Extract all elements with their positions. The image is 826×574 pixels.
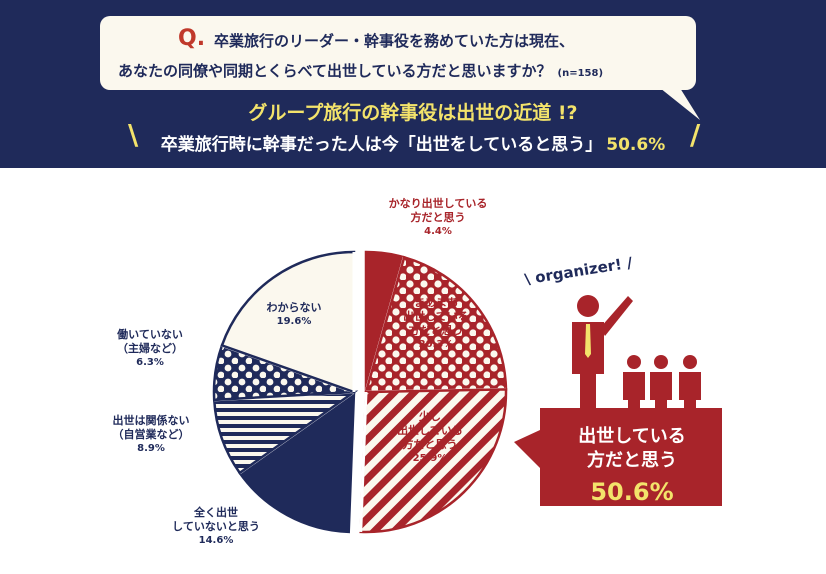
leader-figure-icon bbox=[572, 295, 633, 418]
label-kankeinai-line1: 出世は関係ない bbox=[112, 414, 190, 427]
label-kanari-value: 4.4% bbox=[424, 226, 452, 237]
callout-line2: 方だと思う bbox=[587, 450, 677, 471]
label-maamaa-line2: 出世している bbox=[403, 310, 469, 323]
pie-slice-7 bbox=[220, 250, 356, 394]
label-kanari: かなり出世している 方だと思う 4.4% bbox=[378, 197, 498, 239]
label-sukoshi: 少し 出世している 方だと思う 25.9% bbox=[382, 410, 478, 466]
slash-left: \ bbox=[128, 118, 139, 151]
label-sukoshi-line2: 出世している bbox=[397, 424, 463, 437]
label-kankeinai: 出世は関係ない （自営業など） 8.9% bbox=[96, 414, 206, 456]
bubble-tail bbox=[660, 88, 700, 120]
label-hataraite-line2: （主婦など） bbox=[117, 342, 183, 355]
subline: 卒業旅行時に幹事だった人は今「出世をしていると思う」 50.6% bbox=[0, 130, 826, 155]
label-sukoshi-value: 25.9% bbox=[412, 453, 448, 464]
pie-slice-3 bbox=[359, 388, 508, 534]
label-mattaku-value: 14.6% bbox=[198, 535, 234, 546]
headline: グループ旅行の幹事役は出世の近道 !? bbox=[248, 102, 578, 124]
team-member-icon bbox=[650, 355, 672, 418]
label-maamaa-line3: 方だと思う bbox=[408, 324, 464, 337]
label-wakaranai-line1: わからない bbox=[266, 301, 322, 314]
label-maamaa: まあまあ 出世している 方だと思う 20.3% bbox=[388, 296, 484, 352]
label-maamaa-line1: まあまあ bbox=[414, 296, 458, 309]
question-bubble: Q. 卒業旅行のリーダー・幹事役を務めていた方は現在、 あなたの同僚や同期とくら… bbox=[100, 16, 700, 120]
question-line-2-wrap: あなたの同僚や同期とくらべて出世している方だと思いますか？ (n=158) bbox=[118, 60, 603, 81]
callout-text: 出世している 方だと思う bbox=[548, 425, 716, 473]
label-kankeinai-value: 8.9% bbox=[137, 443, 165, 454]
callout-line1: 出世している bbox=[578, 426, 686, 447]
team-member-icon bbox=[623, 355, 645, 418]
label-kankeinai-line2: （自営業など） bbox=[112, 428, 190, 441]
label-hataraite-value: 6.3% bbox=[136, 357, 164, 368]
label-maamaa-value: 20.3% bbox=[418, 339, 454, 350]
label-wakaranai-value: 19.6% bbox=[276, 316, 312, 327]
label-mattaku: 全く出世 していないと思う 14.6% bbox=[156, 506, 276, 548]
subline-pct: 50.6% bbox=[606, 135, 666, 155]
label-hataraite: 働いていない （主婦など） 6.3% bbox=[100, 328, 200, 370]
label-hataraite-line1: 働いていない bbox=[117, 328, 183, 341]
label-sukoshi-line3: 方だと思う bbox=[402, 438, 458, 451]
pie-chart bbox=[212, 250, 722, 534]
pie-slices bbox=[212, 250, 508, 534]
question-line-1: 卒業旅行のリーダー・幹事役を務めていた方は現在、 bbox=[214, 32, 575, 50]
label-sukoshi-line1: 少し bbox=[419, 410, 441, 423]
question-line-2: あなたの同僚や同期とくらべて出世している方だと思いますか？ bbox=[118, 62, 552, 80]
label-kanari-line2: 方だと思う bbox=[410, 211, 466, 224]
header-banner: Q. 卒業旅行のリーダー・幹事役を務めていた方は現在、 あなたの同僚や同期とくら… bbox=[0, 0, 826, 168]
callout-box bbox=[514, 408, 722, 506]
label-mattaku-line2: していないと思う bbox=[172, 520, 260, 533]
pie-slice-2 bbox=[364, 255, 508, 394]
slice-separator bbox=[359, 391, 368, 532]
sample-size: (n=158) bbox=[557, 68, 604, 79]
label-wakaranai: わからない 19.6% bbox=[248, 301, 340, 329]
question-mark-label: Q. bbox=[178, 26, 206, 51]
team-member-icon bbox=[679, 355, 701, 418]
subline-text: 卒業旅行時に幹事だった人は今「出世をしていると思う」 bbox=[160, 135, 603, 155]
slash-right: / bbox=[690, 118, 701, 151]
label-kanari-line1: かなり出世している bbox=[388, 197, 488, 210]
label-mattaku-line1: 全く出世 bbox=[194, 506, 238, 519]
pie-slice-4 bbox=[237, 389, 356, 534]
callout-pct: 50.6% bbox=[590, 478, 674, 506]
